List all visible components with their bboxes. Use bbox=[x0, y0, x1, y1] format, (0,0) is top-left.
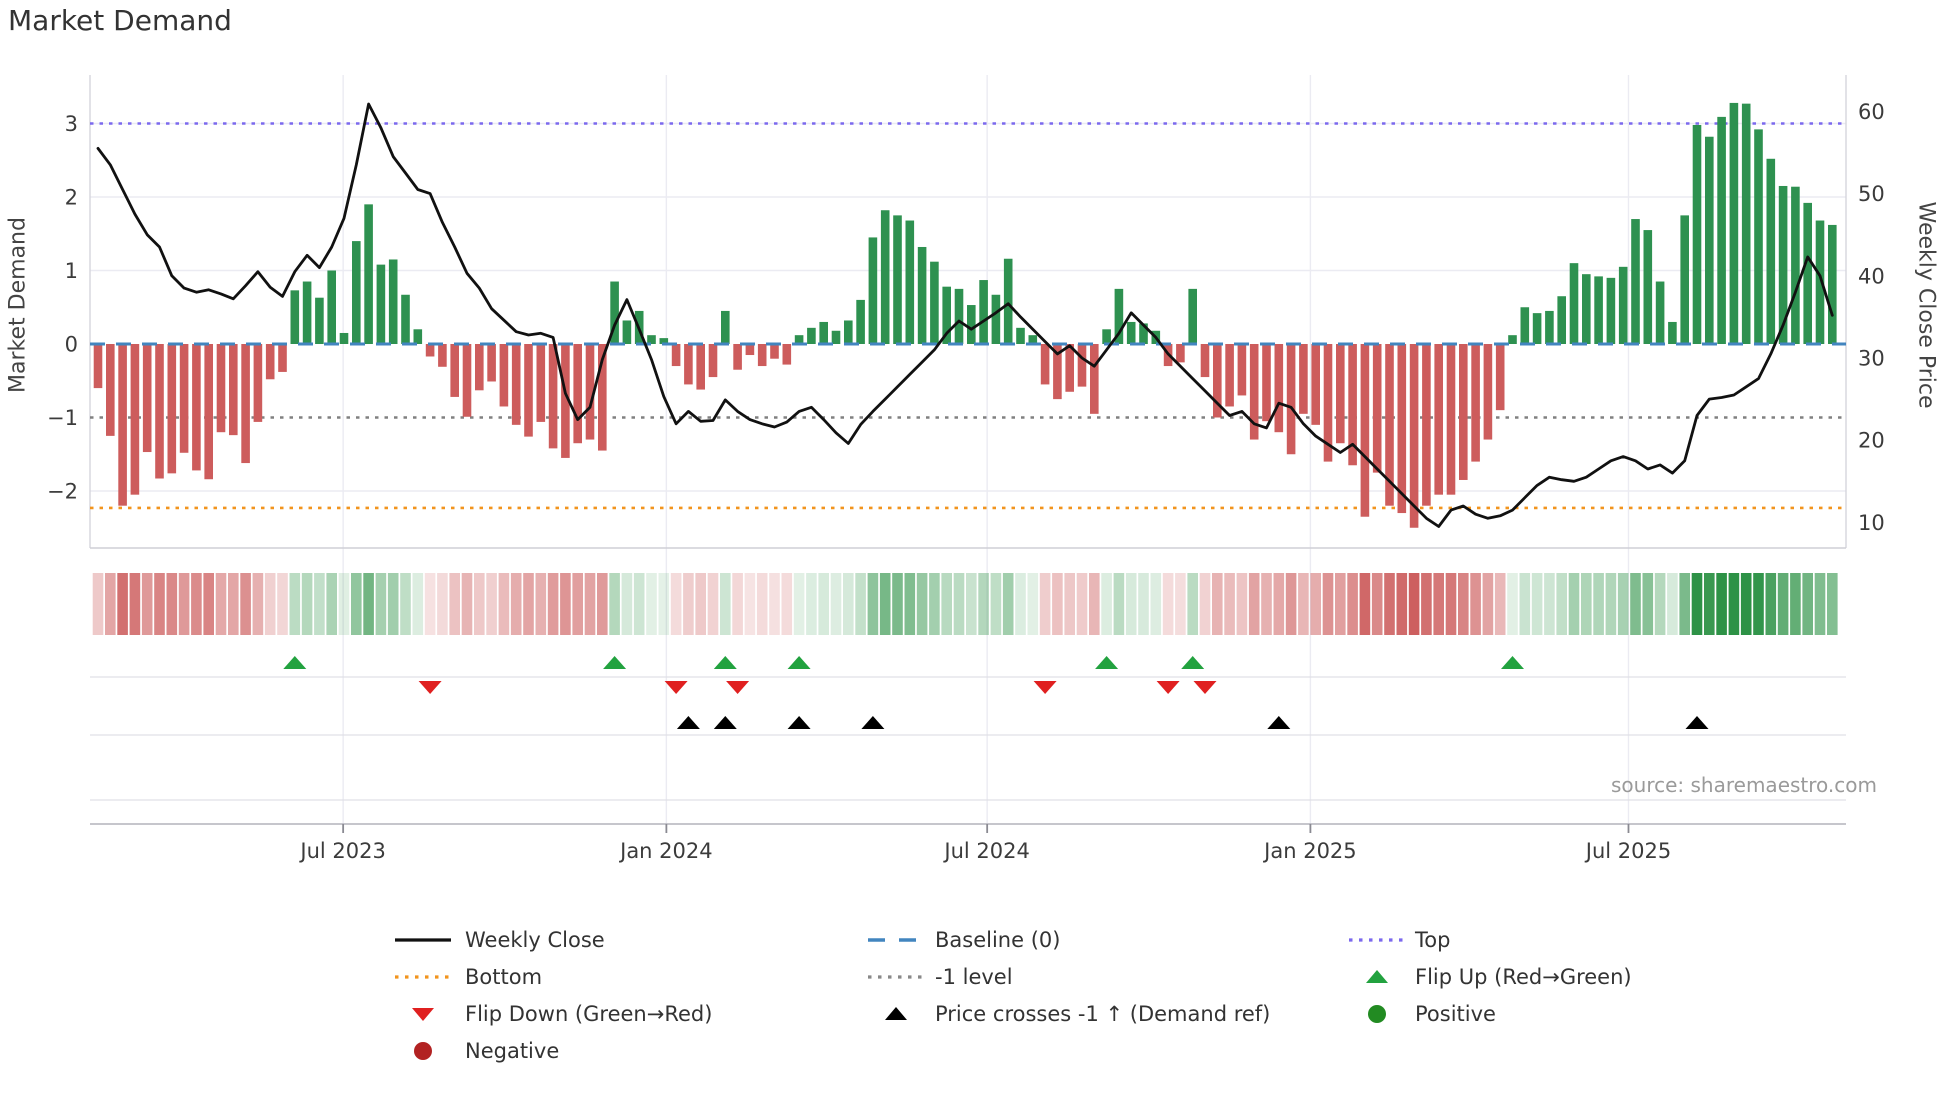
source-credit: source: sharemaestro.com bbox=[1611, 773, 1877, 797]
x-tick-label: Jul 2025 bbox=[1584, 839, 1671, 863]
left-tick-label: 1 bbox=[65, 259, 78, 283]
right-tick-labels: 60 50 40 30 20 10 bbox=[1858, 100, 1885, 535]
right-tick-label: 40 bbox=[1858, 264, 1885, 288]
x-tick-label: Jul 2024 bbox=[942, 839, 1029, 863]
right-tick-label: 30 bbox=[1858, 347, 1885, 371]
right-tick-label: 20 bbox=[1858, 429, 1885, 453]
right-tick-label: 60 bbox=[1858, 100, 1885, 124]
x-tick-labels: Jul 2023 Jan 2024 Jul 2024 Jan 2025 Jul 2025 bbox=[298, 839, 1671, 863]
x-tick-label: Jan 2024 bbox=[618, 839, 713, 863]
x-tick-label: Jul 2023 bbox=[298, 839, 385, 863]
x-tick-label: Jan 2025 bbox=[1262, 839, 1357, 863]
right-tick-label: 10 bbox=[1858, 511, 1885, 535]
price-cross-markers bbox=[676, 716, 1709, 729]
price-line bbox=[96, 102, 1834, 528]
left-tick-label: 3 bbox=[65, 112, 78, 136]
heatmap-strip bbox=[92, 573, 1838, 635]
left-tick-label: −2 bbox=[47, 480, 78, 504]
gridlines bbox=[89, 75, 1847, 833]
page-title: Market Demand bbox=[8, 4, 232, 37]
left-tick-label: 2 bbox=[65, 186, 78, 210]
reference-lines bbox=[90, 122, 1846, 510]
left-tick-label: −1 bbox=[47, 406, 78, 430]
left-tick-labels: 3 2 1 0 −1 −2 bbox=[47, 112, 78, 504]
flip-down-markers bbox=[418, 681, 1217, 694]
right-tick-label: 50 bbox=[1858, 182, 1885, 206]
flip-up-markers bbox=[283, 656, 1524, 669]
left-tick-label: 0 bbox=[65, 333, 78, 357]
demand-bars bbox=[93, 102, 1837, 528]
